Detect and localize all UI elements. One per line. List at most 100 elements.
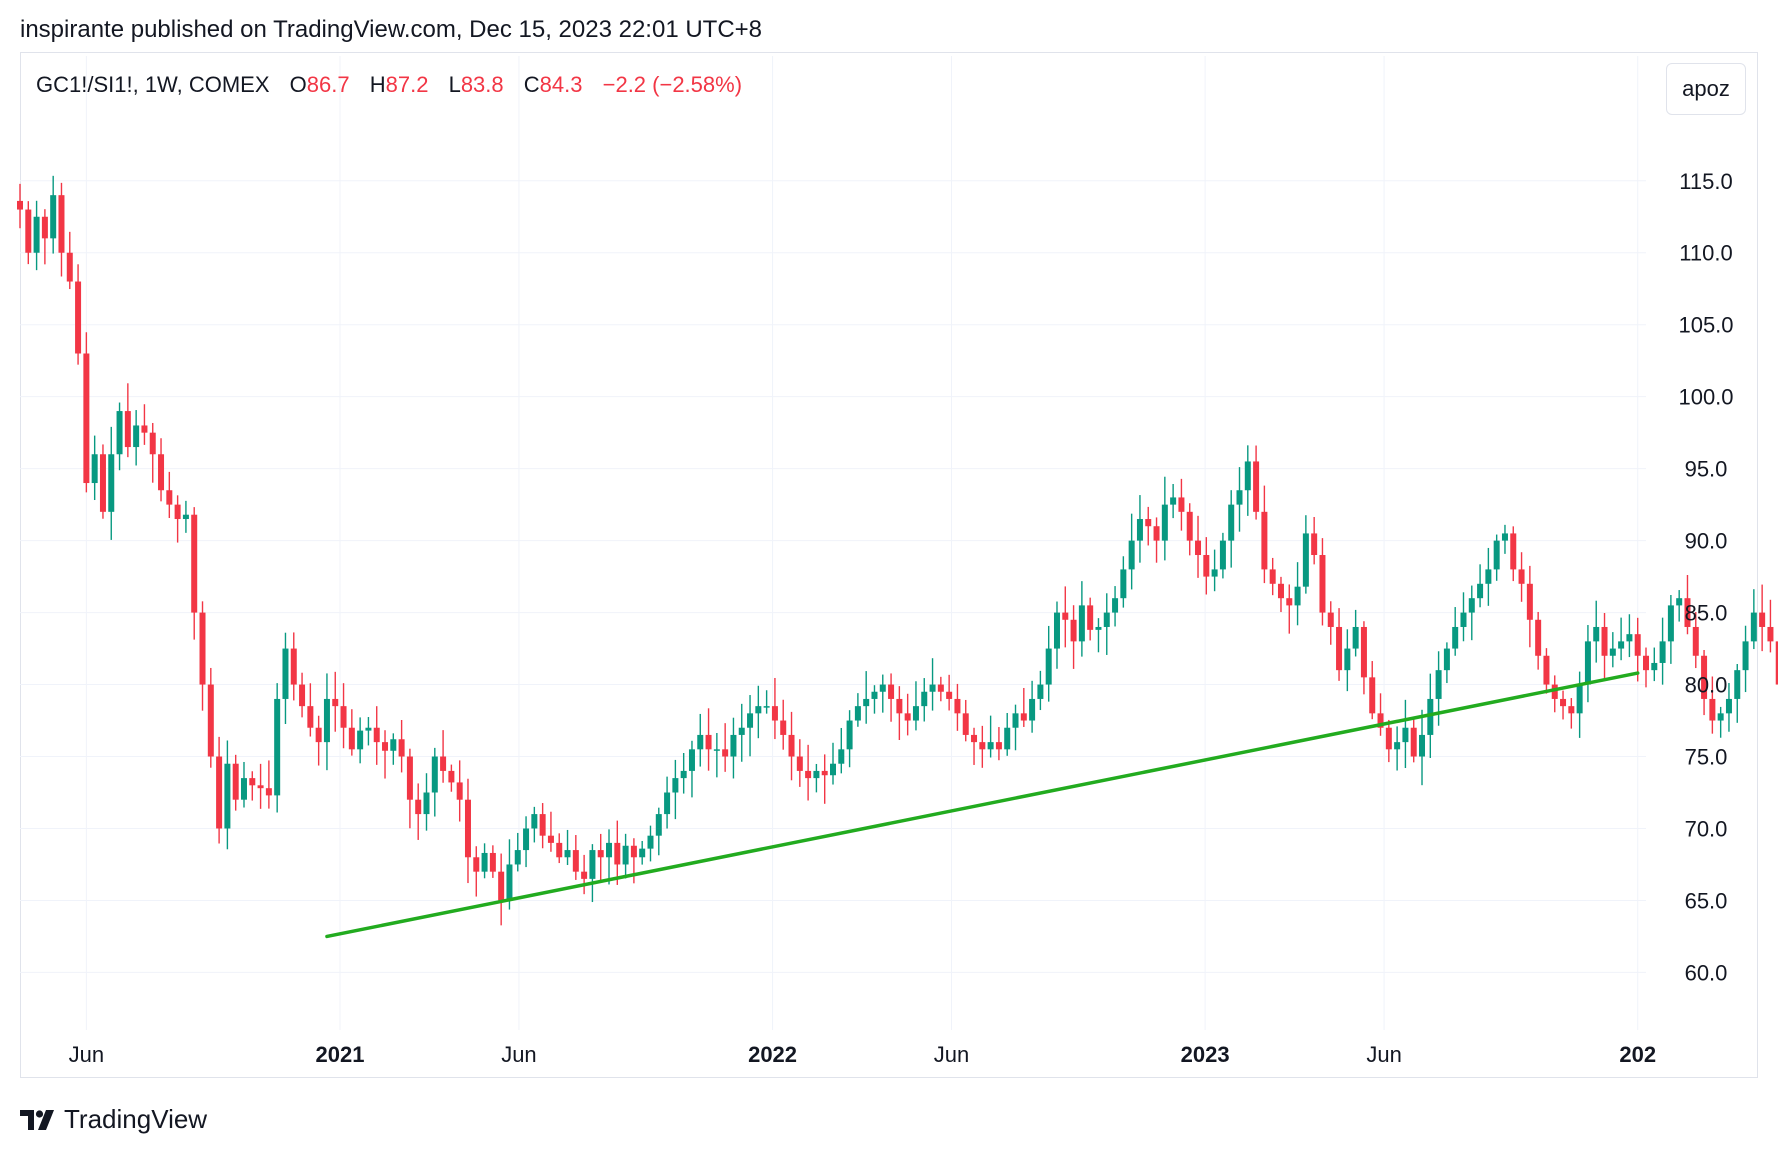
- candle: [373, 706, 380, 765]
- candle: [315, 715, 322, 766]
- candle: [846, 710, 853, 768]
- candle: [50, 175, 57, 254]
- candle: [332, 671, 339, 732]
- legend-open-label: O: [289, 72, 307, 97]
- candle: [1244, 445, 1251, 516]
- candle: [1725, 682, 1732, 732]
- candle: [1211, 549, 1218, 592]
- candle: [755, 685, 762, 739]
- candle: [257, 763, 264, 809]
- legend-open-value: 86.7: [306, 72, 350, 97]
- candle: [655, 807, 662, 856]
- candle: [581, 854, 588, 895]
- candle: [431, 747, 438, 817]
- support-trendline[interactable]: [325, 671, 1640, 939]
- candle: [1261, 485, 1268, 584]
- y-tick-label: 70.0: [1685, 816, 1728, 841]
- candle: [1136, 495, 1143, 563]
- candle: [713, 733, 720, 778]
- legend-high-label: H: [369, 72, 386, 97]
- candle: [838, 727, 845, 774]
- candle: [1501, 524, 1508, 554]
- candle: [1643, 647, 1649, 688]
- candle: [41, 209, 48, 265]
- candle: [1543, 648, 1550, 694]
- candle: [1601, 612, 1608, 679]
- tradingview-logo-icon: [20, 1109, 54, 1130]
- candle: [182, 500, 189, 533]
- candle: [1385, 719, 1392, 763]
- y-tick-label: 60.0: [1685, 960, 1728, 985]
- candle: [1336, 608, 1343, 681]
- candle: [232, 754, 239, 811]
- scale-mode-button[interactable]: apoz: [1666, 63, 1746, 115]
- candle: [805, 744, 812, 801]
- y-tick-label: 85.0: [1685, 601, 1728, 626]
- candle: [1269, 557, 1276, 596]
- candle: [788, 711, 795, 781]
- candle: [1468, 585, 1475, 641]
- candle: [830, 742, 836, 785]
- candle: [224, 740, 231, 850]
- footer-branding[interactable]: TradingView: [20, 1104, 207, 1135]
- candle: [357, 717, 364, 764]
- candle: [879, 674, 886, 713]
- ohlc-legend: GC1!/SI1!, 1W, COMEX O86.7 H87.2 L83.8 C…: [36, 72, 742, 98]
- candle: [415, 783, 422, 840]
- candle: [108, 426, 115, 540]
- candle: [174, 495, 181, 543]
- candle: [1360, 621, 1367, 695]
- candle: [506, 839, 513, 910]
- candle: [1228, 490, 1235, 568]
- candle: [1568, 698, 1575, 729]
- candle: [912, 681, 919, 731]
- candle: [141, 404, 148, 445]
- candle: [58, 182, 65, 277]
- candle: [1311, 517, 1318, 565]
- candle: [1037, 670, 1044, 711]
- candle: [921, 678, 928, 722]
- candle: [556, 833, 563, 864]
- candle: [1294, 562, 1301, 626]
- candle: [796, 739, 803, 787]
- candle: [1020, 687, 1027, 727]
- y-axis: 115.0 110.0 105.0 100.0 95.0 90.0 85.0 80.0 75.0…: [1678, 169, 1733, 986]
- x-tick-label: Jun: [1366, 1042, 1401, 1067]
- legend-low-label: L: [448, 72, 461, 97]
- candle: [307, 683, 314, 737]
- candle: [647, 825, 654, 862]
- candle: [1676, 590, 1683, 622]
- candle: [1609, 632, 1616, 668]
- candle: [1593, 600, 1600, 663]
- candle: [523, 816, 530, 868]
- y-tick-label: 95.0: [1685, 457, 1728, 482]
- x-tick-label: Jun: [69, 1042, 104, 1067]
- candle: [929, 658, 936, 711]
- candle: [672, 759, 679, 820]
- x-tick-label: 2022: [748, 1042, 797, 1067]
- legend-symbol: GC1!/SI1!, 1W, COMEX: [36, 72, 270, 97]
- candle: [390, 733, 397, 765]
- candle: [639, 840, 646, 865]
- candle: [124, 383, 131, 458]
- candle: [83, 332, 90, 493]
- candle: [697, 713, 704, 767]
- publisher-line: inspirante published on TradingView.com,…: [20, 16, 763, 43]
- candle: [158, 438, 165, 502]
- legend-close-label: C: [523, 72, 540, 97]
- candle: [1734, 664, 1741, 723]
- candle: [1510, 526, 1517, 582]
- candle: [91, 435, 98, 501]
- candle: [1775, 641, 1778, 685]
- candle: [597, 833, 604, 881]
- candle: [1634, 617, 1641, 682]
- candle: [1394, 726, 1401, 771]
- candle: [1145, 506, 1152, 546]
- candle: [282, 632, 289, 725]
- candle: [456, 760, 463, 822]
- y-tick-label: 75.0: [1685, 745, 1728, 770]
- candle: [1584, 625, 1591, 703]
- candle: [863, 671, 870, 724]
- candle: [33, 200, 40, 271]
